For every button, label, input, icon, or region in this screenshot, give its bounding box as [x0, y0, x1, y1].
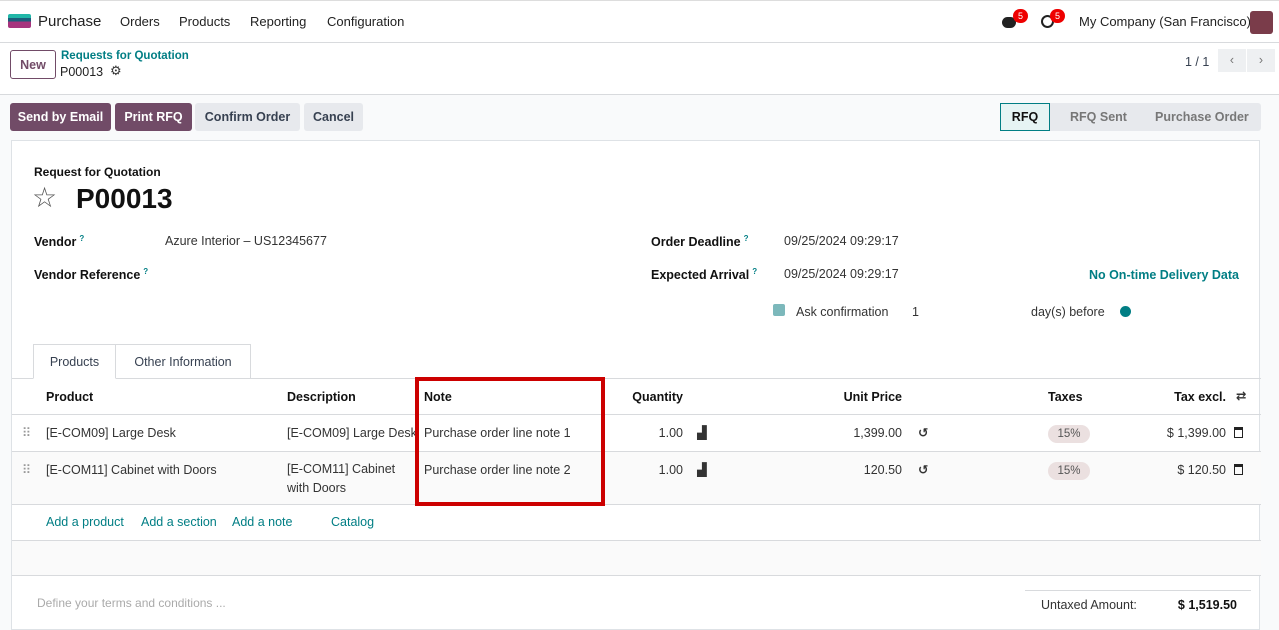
on-time-delivery-link[interactable]: No On-time Delivery Data	[1088, 268, 1239, 282]
tax-badge[interactable]: 15%	[1048, 462, 1090, 480]
order-deadline-label: Order Deadline?	[651, 234, 749, 250]
print-rfq-button[interactable]: Print RFQ	[115, 103, 192, 131]
ask-days-field[interactable]: 1	[912, 305, 919, 319]
drag-handle-icon[interactable]: ⠿	[22, 463, 32, 477]
status-bar: RFQ RFQ Sent Purchase Order	[1000, 103, 1261, 131]
unit-price-cell[interactable]: 120.50	[863, 463, 902, 477]
vendor-label: Vendor?	[34, 234, 85, 250]
expected-arrival-label: Expected Arrival?	[651, 267, 758, 283]
messages-icon[interactable]	[1002, 17, 1016, 28]
form-subtitle: Request for Quotation	[34, 165, 161, 179]
unit-price-cell[interactable]: 1,399.00	[853, 426, 902, 440]
top-navbar: Purchase Orders Products Reporting Confi…	[0, 0, 1279, 43]
subtotal-cell: $ 120.50	[1177, 463, 1226, 477]
add-note-link[interactable]: Add a note	[232, 515, 293, 529]
cancel-button[interactable]: Cancel	[304, 103, 363, 131]
product-cell[interactable]: [E-COM09] Large Desk	[46, 426, 176, 440]
order-deadline-field[interactable]: 09/25/2024 09:29:17	[784, 234, 899, 248]
expected-arrival-field[interactable]: 09/25/2024 09:29:17	[784, 267, 899, 281]
stage-rfq-sent[interactable]: RFQ Sent	[1070, 110, 1127, 124]
table-header: Product Description Note Quantity Unit P…	[12, 378, 1261, 415]
vendor-field[interactable]: Azure Interior – US12345677	[165, 234, 327, 248]
activities-badge: 5	[1050, 9, 1065, 23]
new-button[interactable]: New	[10, 50, 56, 79]
control-panel: New Requests for Quotation P00013 ⚙ 1 / …	[0, 43, 1279, 95]
header-description[interactable]: Description	[287, 390, 356, 404]
note-column-highlight	[415, 377, 605, 506]
tab-other-information[interactable]: Other Information	[116, 344, 251, 379]
vendor-reference-label: Vendor Reference?	[34, 267, 149, 283]
menu-orders[interactable]: Orders	[120, 14, 160, 29]
optional-columns-icon[interactable]: ⇄	[1236, 389, 1247, 403]
quantity-cell[interactable]: 1.00	[658, 426, 683, 440]
company-switcher[interactable]: My Company (San Francisco)	[1079, 14, 1251, 29]
header-unit-price[interactable]: Unit Price	[843, 390, 902, 404]
price-history-icon[interactable]: ↺	[918, 426, 929, 440]
forecast-chart-icon[interactable]: ▟	[697, 426, 707, 440]
record-name: P00013	[60, 65, 104, 79]
untaxed-amount-label: Untaxed Amount:	[1041, 598, 1137, 612]
header-quantity[interactable]: Quantity	[632, 390, 683, 404]
confirm-order-button[interactable]: Confirm Order	[195, 103, 300, 131]
stage-purchase-order[interactable]: Purchase Order	[1155, 110, 1249, 124]
price-history-icon[interactable]: ↺	[918, 463, 929, 477]
tax-badge[interactable]: 15%	[1048, 425, 1090, 443]
messages-badge: 5	[1013, 9, 1028, 23]
trash-icon[interactable]	[1234, 427, 1243, 438]
description-cell[interactable]: [E-COM09] Large Desk	[287, 426, 417, 440]
catalog-link[interactable]: Catalog	[331, 515, 375, 529]
header-note[interactable]: Note	[424, 390, 452, 404]
app-name[interactable]: Purchase	[38, 13, 102, 30]
pager-previous-button[interactable]: ‹	[1218, 49, 1246, 72]
forecast-chart-icon[interactable]: ▟	[697, 463, 707, 477]
app-logo-icon[interactable]	[8, 14, 31, 28]
gear-icon[interactable]: ⚙	[110, 63, 122, 78]
add-line-row: Add a product Add a section Add a note C…	[12, 505, 1261, 541]
table-row[interactable]: ⠿ [E-COM09] Large Desk [E-COM09] Large D…	[12, 415, 1261, 452]
description-cell[interactable]: [E-COM11] Cabinet with Doors	[287, 462, 396, 495]
note-cell[interactable]: Purchase order line note 2	[424, 463, 571, 477]
untaxed-amount-value: $ 1,519.50	[1177, 598, 1237, 612]
drag-handle-icon[interactable]: ⠿	[22, 426, 32, 440]
ask-confirmation-label: Ask confirmation	[796, 305, 889, 319]
menu-reporting[interactable]: Reporting	[250, 14, 307, 29]
breadcrumb-link[interactable]: Requests for Quotation	[61, 50, 189, 62]
pager-next-button[interactable]: ›	[1247, 49, 1275, 72]
header-product[interactable]: Product	[46, 390, 94, 404]
menu-configuration[interactable]: Configuration	[327, 14, 405, 29]
header-tax-excl[interactable]: Tax excl.	[1174, 390, 1226, 404]
record-title: P00013	[76, 183, 173, 214]
totals-divider	[1025, 590, 1251, 591]
note-cell[interactable]: Purchase order line note 1	[424, 426, 571, 440]
product-cell[interactable]: [E-COM11] Cabinet with Doors	[46, 463, 217, 477]
quantity-cell[interactable]: 1.00	[658, 463, 683, 477]
send-by-email-button[interactable]: Send by Email	[10, 103, 111, 131]
days-before-label: day(s) before	[1031, 305, 1105, 319]
table-empty-row	[12, 541, 1261, 576]
add-section-link[interactable]: Add a section	[141, 515, 217, 529]
menu-products[interactable]: Products	[179, 14, 231, 29]
table-row[interactable]: ⠿ [E-COM11] Cabinet with Doors [E-COM11]…	[12, 452, 1261, 505]
favorite-star-icon[interactable]: ☆	[32, 182, 58, 213]
tab-products[interactable]: Products	[33, 344, 116, 379]
ask-confirmation-checkbox[interactable]	[773, 304, 785, 316]
terms-conditions-field[interactable]: Define your terms and conditions ...	[37, 596, 226, 610]
pager-value[interactable]: 1 / 1	[1185, 55, 1210, 69]
info-icon[interactable]	[1120, 306, 1131, 317]
header-taxes[interactable]: Taxes	[1048, 390, 1083, 404]
stage-rfq[interactable]: RFQ	[1000, 103, 1050, 131]
add-product-link[interactable]: Add a product	[46, 515, 124, 529]
trash-icon[interactable]	[1234, 464, 1243, 475]
form-sheet: Request for Quotation ☆ P00013 Vendor? A…	[11, 140, 1261, 630]
subtotal-cell: $ 1,399.00	[1166, 426, 1226, 440]
user-avatar[interactable]	[1250, 11, 1273, 34]
